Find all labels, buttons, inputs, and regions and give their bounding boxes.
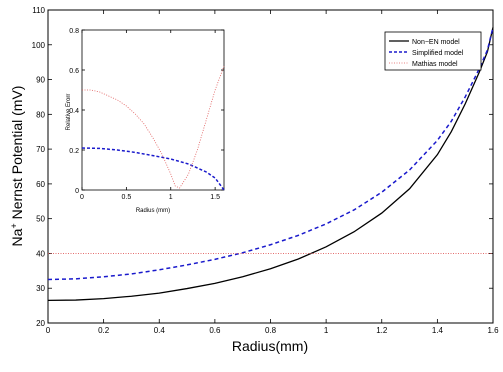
legend-label-simplified: Simplified model — [412, 50, 464, 57]
inset-plot: 0 0.5 1 1.5 0 0.2 0.4 0.6 0.8 Radius (mm) Relat… — [64, 16, 226, 214]
inset-series-line-0 — [81, 147, 225, 191]
inset-x-tick-label: 1.5 — [210, 194, 220, 201]
legend-box — [384, 31, 482, 71]
main-x-axis-label: Radius(mm) — [232, 338, 308, 354]
main-y-tick-label: 80 — [36, 110, 45, 119]
legend-label-mathias: Mathias model — [412, 61, 458, 68]
main-x-tick-label: 0.4 — [154, 326, 166, 335]
main-y-tick-label: 40 — [36, 249, 45, 258]
inset-y-tick-label: 0 — [75, 188, 79, 195]
main-x-tick-label: 1 — [324, 326, 329, 335]
main-x-tick-label: 0.8 — [265, 326, 277, 335]
inset-y-tick-label: 0.8 — [69, 28, 79, 35]
main-x-ticks: 0 0.2 0.4 0.6 0.8 1 1.2 1.4 1.6 — [46, 10, 499, 335]
main-y-tick-label: 30 — [36, 284, 45, 293]
main-series-lines — [47, 27, 494, 302]
inset-x-ticks: 0 0.5 1 1.5 — [80, 30, 220, 201]
main-y-tick-label: 110 — [32, 6, 45, 15]
inset-x-axis-label: Radius (mm) — [136, 208, 170, 214]
main-y-axis-label-rest: Nernst Potential (mV) — [9, 86, 25, 224]
main-y-tick-label: 20 — [36, 319, 45, 328]
inset-series-line-1 — [82, 65, 225, 189]
inset-y-tick-label: 0.2 — [69, 148, 79, 155]
main-y-tick-label: 90 — [36, 76, 45, 85]
main-y-axis-label-base: Na — [9, 228, 25, 246]
main-y-tick-label: 100 — [32, 41, 46, 50]
legend: Non−EN model Simplified model Mathias mo… — [384, 31, 482, 71]
main-x-tick-label: 1.2 — [376, 326, 388, 335]
legend-label-non-en: Non−EN model — [412, 39, 460, 46]
main-x-tick-label: 0 — [46, 326, 51, 335]
inset-y-tick-label: 0.4 — [69, 108, 79, 115]
main-x-tick-label: 0.6 — [209, 326, 221, 335]
main-y-tick-label: 70 — [36, 145, 45, 154]
main-series-line-0 — [47, 27, 494, 302]
main-y-axis-label: Na+ Nernst Potential (mV) — [9, 86, 25, 247]
inset-x-tick-label: 0.5 — [122, 194, 132, 201]
main-y-tick-label: 50 — [36, 215, 45, 224]
inset-y-tick-label: 0.6 — [69, 68, 79, 75]
inset-x-tick-label: 0 — [80, 194, 84, 201]
inset-x-tick-label: 1 — [169, 194, 173, 201]
main-x-tick-label: 0.2 — [98, 326, 110, 335]
main-plot: 0 0.2 0.4 0.6 0.8 1 1.2 1.4 1.6 20 30 40 50 60 70 80 90… — [9, 6, 499, 354]
main-x-tick-label: 1.4 — [432, 326, 444, 335]
inset-plot-bg — [64, 16, 226, 206]
main-y-axis-label-sup: + — [9, 223, 19, 228]
main-series-line-1 — [47, 27, 494, 281]
main-x-tick-label: 1.6 — [487, 326, 499, 335]
inset-series-lines — [81, 65, 225, 191]
main-y-tick-label: 60 — [36, 180, 45, 189]
inset-y-axis-label: Relative Erorr — [66, 94, 72, 131]
